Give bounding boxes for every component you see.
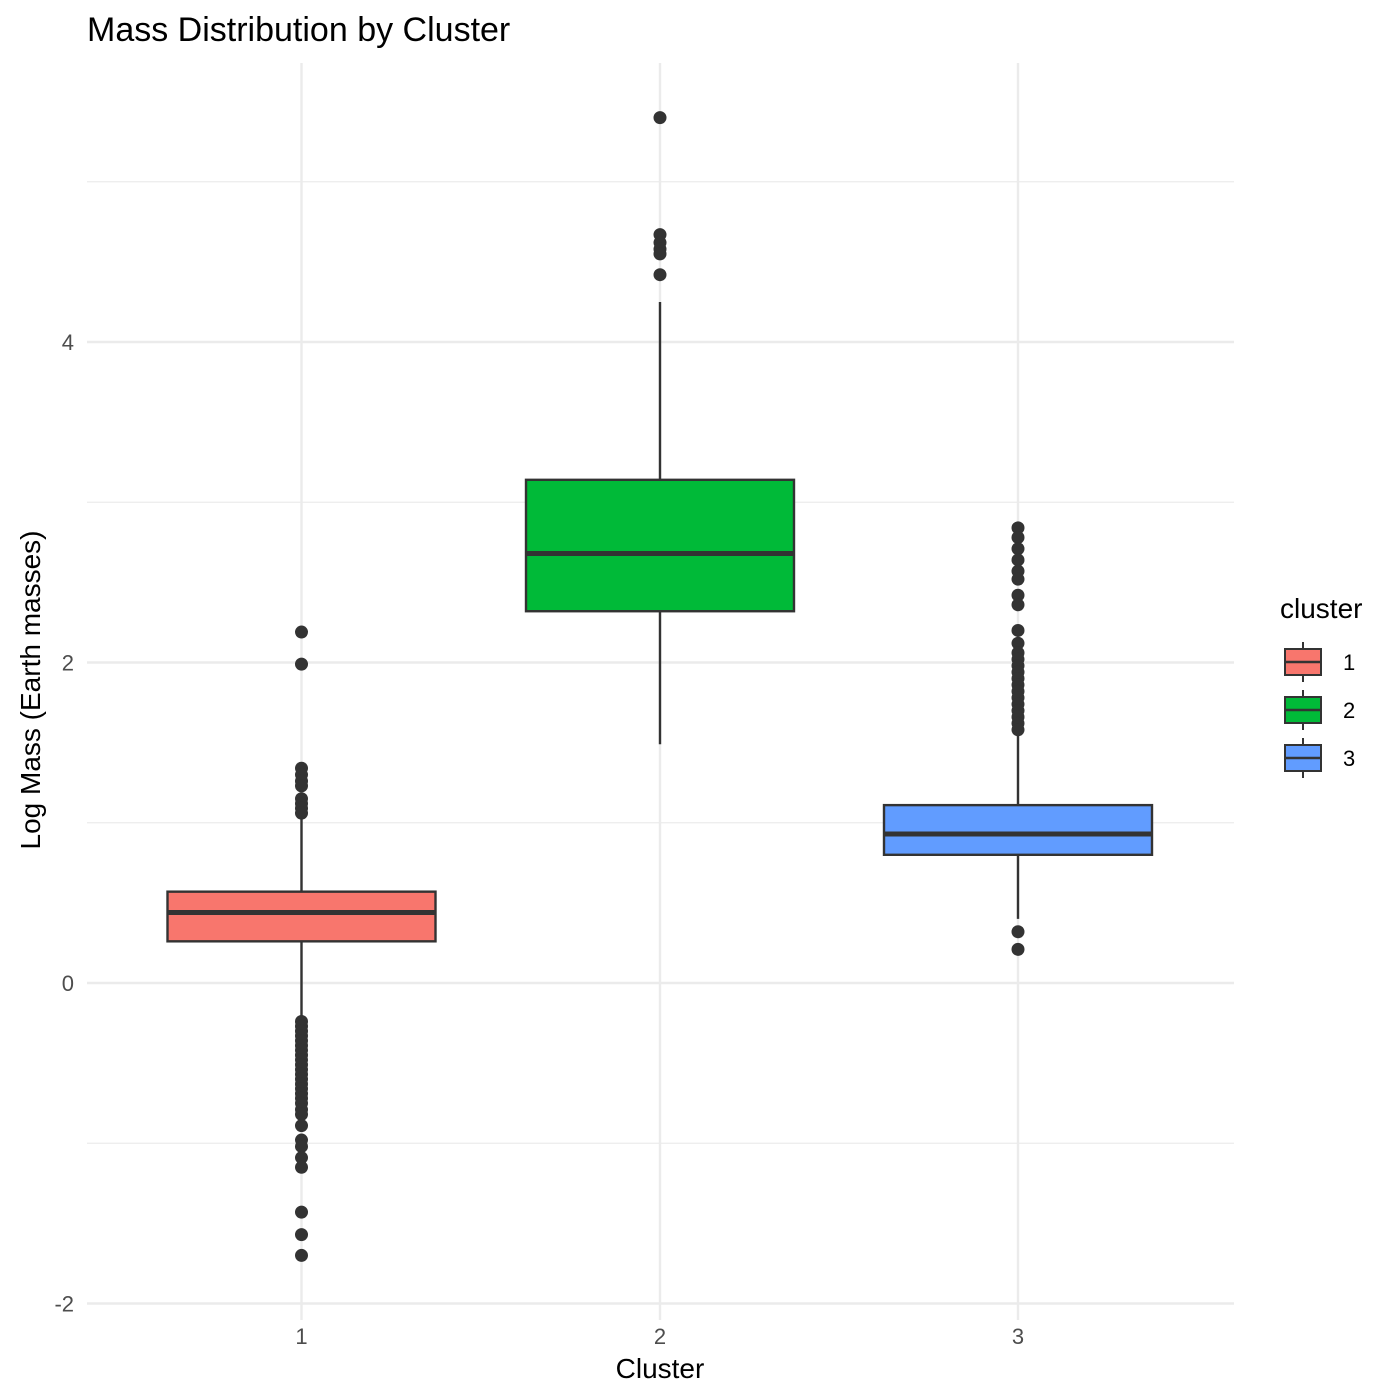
boxes	[166, 111, 1154, 1262]
x-tick-label: 3	[1012, 1324, 1024, 1349]
legend-label: 3	[1343, 746, 1355, 771]
box-cluster-1	[166, 625, 437, 1262]
outlier-point	[1011, 623, 1025, 637]
x-tick-label: 1	[295, 1324, 307, 1349]
outlier-point	[1011, 572, 1025, 586]
outlier-point	[295, 1160, 308, 1174]
y-tick-label: 0	[62, 971, 74, 996]
legend-label: 2	[1343, 698, 1355, 723]
x-tick-label: 2	[654, 1324, 666, 1349]
legend-entry-1: 1	[1284, 642, 1355, 682]
y-axis-ticks: -2 0 2 4	[54, 330, 74, 1317]
box-cluster-2	[524, 111, 796, 745]
outlier-point	[295, 1151, 308, 1165]
outlier-point	[295, 779, 308, 793]
iqr-box	[166, 890, 437, 943]
legend-entry-3: 3	[1284, 738, 1355, 778]
outlier-point	[295, 657, 308, 671]
outlier-point	[1011, 588, 1025, 602]
outlier-point	[295, 625, 308, 639]
outlier-point	[295, 1228, 308, 1242]
outlier-point	[653, 111, 667, 125]
chart-title: Mass Distribution by Cluster	[87, 11, 510, 49]
legend-label: 1	[1343, 650, 1355, 675]
legend-entry-2: 2	[1284, 690, 1355, 730]
y-axis-title: Log Mass (Earth masses)	[15, 531, 46, 850]
iqr-box	[882, 803, 1154, 856]
outlier-point	[295, 1119, 308, 1133]
outlier-point	[1011, 942, 1025, 956]
legend: cluster 1 2 3	[1280, 593, 1362, 778]
x-axis-title: Cluster	[616, 1353, 705, 1384]
outlier-point	[1011, 598, 1025, 612]
legend-title: cluster	[1280, 593, 1362, 624]
box-cluster-3	[882, 521, 1154, 956]
outlier-point	[295, 806, 308, 820]
y-tick-label: 4	[62, 330, 74, 355]
x-axis-ticks: 1 2 3	[295, 1324, 1024, 1349]
outlier-point	[1011, 723, 1025, 737]
iqr-box	[524, 478, 796, 613]
outlier-point	[1011, 531, 1025, 545]
outlier-point	[295, 1139, 308, 1153]
outlier-point	[653, 268, 667, 282]
outlier-point	[1011, 553, 1025, 567]
outlier-point	[295, 1107, 308, 1121]
outlier-point	[653, 247, 667, 261]
outlier-point	[1011, 521, 1025, 535]
outlier-point	[1011, 542, 1025, 556]
y-tick-label: -2	[54, 1292, 74, 1317]
outlier-point	[295, 1205, 308, 1219]
outlier-point	[1011, 925, 1025, 939]
outlier-point	[295, 1248, 308, 1262]
y-tick-label: 2	[62, 651, 74, 676]
outlier-point	[1011, 636, 1025, 650]
